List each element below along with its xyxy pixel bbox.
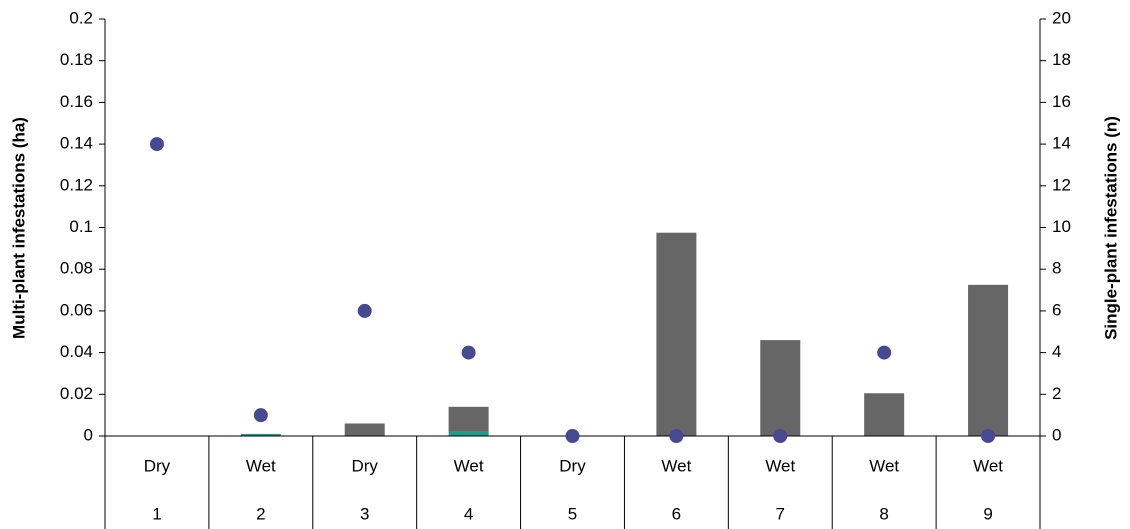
group-label: Wet: [246, 456, 276, 475]
group-label: Wet: [973, 456, 1003, 475]
dot: [253, 408, 268, 423]
y2-tick-label: 4: [1052, 342, 1061, 361]
dot: [461, 345, 476, 360]
group-label: Wet: [765, 456, 795, 475]
x-tick-label: 2: [256, 504, 265, 523]
x-tick-label: 9: [983, 504, 992, 523]
dot: [981, 429, 996, 443]
bar: [448, 431, 489, 436]
bar: [864, 393, 905, 436]
x-tick-label: 5: [568, 504, 577, 523]
y2-tick-label: 0: [1052, 425, 1061, 444]
dot: [877, 345, 892, 360]
x-tick-label: 4: [464, 504, 473, 523]
group-label: Wet: [661, 456, 691, 475]
x-tick-label: 7: [776, 504, 785, 523]
group-label: Wet: [454, 456, 484, 475]
dot: [357, 303, 372, 318]
bar: [760, 340, 801, 436]
bar: [448, 406, 489, 432]
bar: [344, 423, 385, 436]
y2-tick-label: 8: [1052, 259, 1061, 278]
x-tick-label: 6: [672, 504, 681, 523]
y-axis-title: Multi-plant infestations (ha): [9, 117, 28, 339]
y2-axis-title: Single-plant infestations (n): [1101, 116, 1120, 340]
bar: [968, 284, 1009, 436]
y2-tick-label: 14: [1052, 134, 1071, 153]
y-tick-label: 0.12: [60, 175, 93, 194]
y2-tick-label: 6: [1052, 300, 1061, 319]
y-tick-label: 0.14: [60, 134, 93, 153]
y2-tick-label: 20: [1052, 8, 1071, 27]
y-tick-label: 0.06: [60, 300, 93, 319]
group-label: Dry: [559, 456, 586, 475]
x-tick-label: 3: [360, 504, 369, 523]
bar: [240, 433, 281, 436]
y-tick-label: 0.02: [60, 384, 93, 403]
y-tick-label: 0.1: [69, 217, 93, 236]
dot: [149, 137, 164, 152]
y2-tick-label: 18: [1052, 50, 1071, 69]
y2-tick-label: 16: [1052, 92, 1071, 111]
group-label: Dry: [351, 456, 378, 475]
dot: [773, 429, 788, 443]
bar: [656, 232, 697, 436]
y-tick-label: 0.18: [60, 50, 93, 69]
dot: [565, 429, 580, 443]
y-tick-label: 0.16: [60, 92, 93, 111]
y-tick-label: 0: [84, 425, 93, 444]
group-label: Wet: [869, 456, 899, 475]
x-tick-label: 1: [152, 504, 161, 523]
y2-tick-label: 10: [1052, 217, 1071, 236]
group-label: Dry: [144, 456, 171, 475]
dot: [669, 429, 684, 443]
y-tick-label: 0.04: [60, 342, 93, 361]
y-tick-label: 0.08: [60, 259, 93, 278]
y2-tick-label: 2: [1052, 384, 1061, 403]
x-tick-label: 8: [879, 504, 888, 523]
y-tick-label: 0.2: [69, 8, 93, 27]
y2-tick-label: 12: [1052, 175, 1071, 194]
